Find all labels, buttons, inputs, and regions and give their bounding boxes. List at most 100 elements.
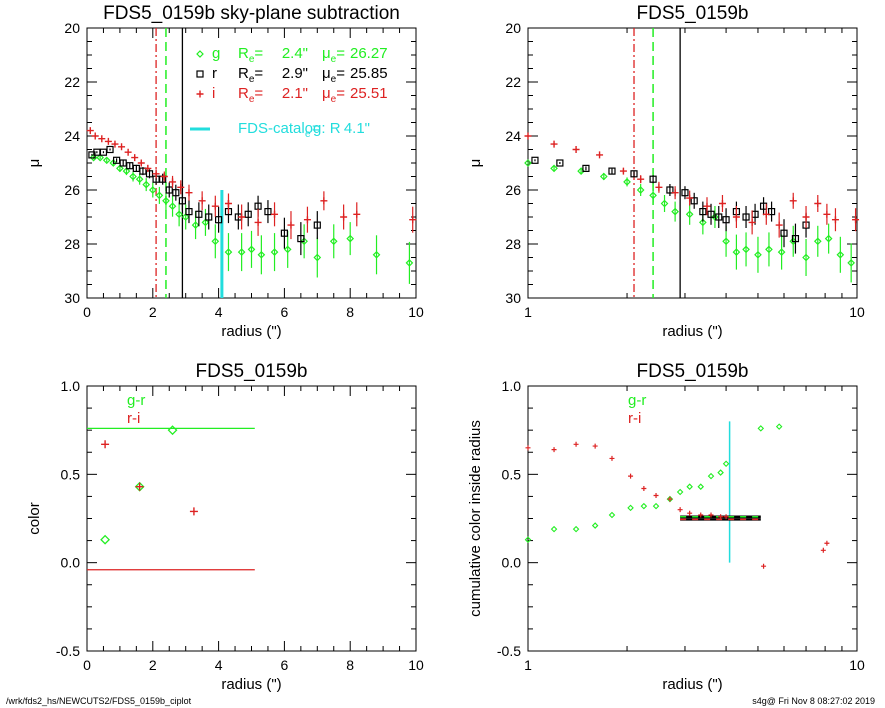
chart0-g-point-g bbox=[329, 237, 338, 246]
chart0-i-point-i bbox=[271, 210, 279, 218]
chart0-i-point-i bbox=[409, 216, 417, 224]
chart1-g-point-g bbox=[599, 172, 608, 181]
chart1-r-point-r bbox=[699, 208, 707, 216]
chart1-i-point-i bbox=[732, 213, 740, 221]
chart0-legend-re-value: 2.9" bbox=[282, 65, 308, 82]
chart0-i-point-i bbox=[177, 183, 185, 191]
chart2-xtick-label: 4 bbox=[215, 657, 223, 673]
chart1-g-point-g bbox=[649, 191, 657, 200]
chart0-legend-catalog-eq: = bbox=[312, 120, 321, 137]
chart0-legend-mu-symbol: μe= bbox=[322, 45, 345, 65]
chart3-point-g-r bbox=[524, 536, 532, 543]
chart1-i-point-i bbox=[748, 218, 756, 226]
chart0-i-point-i bbox=[238, 213, 246, 221]
chart0-legend-re-symbol: Re= bbox=[238, 65, 263, 85]
chart3-legend-g-r: g-r bbox=[628, 392, 646, 409]
chart3-point-g-r bbox=[775, 423, 783, 430]
chart0-legend-band: g bbox=[212, 45, 220, 62]
chart1-g-point-g bbox=[732, 248, 741, 256]
chart2-point-r-i bbox=[189, 507, 198, 516]
chart3-point-g-r bbox=[572, 525, 580, 533]
chart1-i-point-i bbox=[550, 140, 558, 148]
chart0-i-point-i bbox=[340, 213, 348, 221]
chart1-r-point-r bbox=[649, 175, 657, 183]
chart0-i-point-i bbox=[144, 164, 152, 172]
chart0-xtick-label: 8 bbox=[346, 304, 354, 320]
chart3-point-r-i bbox=[551, 447, 557, 453]
chart1-r-point-r bbox=[531, 156, 539, 164]
chart1-title: FDS5_0159b bbox=[637, 3, 749, 24]
chart3-point-r-i bbox=[525, 445, 531, 451]
chart1-r-point-r bbox=[791, 235, 800, 243]
chart0-i-point-i bbox=[160, 173, 168, 180]
chart3-point-r-i bbox=[723, 514, 729, 520]
chart3-title: FDS5_0159b bbox=[637, 361, 749, 382]
chart0-r-point-r bbox=[280, 229, 288, 237]
chart0-i-point-i bbox=[169, 178, 177, 186]
chart0-legend-catalog-label: FDS-catalog: R bbox=[238, 120, 341, 137]
chart0-g-point-g bbox=[122, 167, 131, 175]
chart1-i-point-i bbox=[814, 200, 822, 207]
chart1-r-point-r bbox=[722, 216, 730, 224]
chart0-title: FDS5_0159b sky-plane subtraction bbox=[103, 3, 400, 24]
chart0-legend-mu-value: 26.27 bbox=[350, 45, 388, 62]
chart0-r-point-r bbox=[264, 208, 272, 216]
chart1-g-point-g bbox=[754, 250, 762, 259]
chart0-g-point-g bbox=[237, 248, 246, 256]
chart0-legend-mu-symbol: μe= bbox=[322, 85, 345, 105]
chart1-ytick-label: 30 bbox=[505, 290, 521, 306]
chart0-i-point-i bbox=[124, 148, 132, 156]
chart0-i-point-i bbox=[111, 140, 119, 148]
chart2-ytick-label: -0.5 bbox=[56, 643, 80, 659]
chart3-xlabel: radius (") bbox=[662, 676, 722, 693]
chart1-r-point-r bbox=[630, 170, 638, 178]
chart0-xtick-label: 2 bbox=[149, 304, 157, 320]
chart0-g-point-g bbox=[224, 248, 233, 256]
chart2-point-r-i bbox=[101, 440, 110, 449]
chart3-point-g-r bbox=[608, 511, 616, 519]
chart1-xtick-label: 10 bbox=[849, 304, 865, 320]
chart3-point-r-i bbox=[708, 512, 714, 518]
chart2-ytick-label: 0.0 bbox=[61, 555, 81, 571]
chart1-r-point-r bbox=[666, 186, 674, 194]
chart2-title: FDS5_0159b bbox=[196, 361, 308, 382]
chart3-point-r-i bbox=[573, 441, 579, 447]
chart1-i-point-i bbox=[655, 183, 663, 191]
chart3-legend-r-i: r-i bbox=[628, 410, 641, 427]
chart2-point-g-r bbox=[100, 534, 111, 545]
chart0-xtick-label: 0 bbox=[83, 304, 91, 320]
chart0-g-point-g bbox=[181, 213, 190, 221]
chart0-legend-g-point-g bbox=[196, 50, 204, 58]
chart0-ytick-label: 30 bbox=[64, 290, 80, 306]
chart2-xtick-label: 10 bbox=[408, 657, 424, 673]
chart1-xtick-label: 1 bbox=[524, 304, 532, 320]
chart0-g-point-g bbox=[201, 218, 210, 227]
chart3-point-g-r bbox=[627, 504, 634, 512]
chart1-g-point-g bbox=[685, 210, 694, 219]
chart1-g-point-g bbox=[802, 253, 810, 262]
chart1-i-point-i bbox=[718, 200, 726, 207]
chart0-g-point-g bbox=[405, 259, 414, 267]
chart0-g-point-g bbox=[142, 180, 151, 189]
chart0-i-point-i bbox=[303, 216, 311, 224]
chart0-r-point-r bbox=[106, 145, 114, 154]
chart1-g-point-g bbox=[742, 245, 750, 254]
chart1-g-point-g bbox=[711, 213, 719, 221]
chart0-r-point-r bbox=[244, 210, 252, 218]
chart0-i-point-i bbox=[152, 170, 160, 178]
chart1-r-point-r bbox=[767, 208, 776, 216]
chart0-g-point-g bbox=[346, 234, 355, 243]
chart0-g-point-g bbox=[211, 237, 220, 246]
chart3-ytick-label: 0.5 bbox=[502, 466, 522, 482]
chart0-g-point-g bbox=[247, 245, 256, 254]
chart1-g-point-g bbox=[699, 218, 707, 227]
chart0-g-point-g bbox=[300, 237, 308, 246]
chart0-r-point-r bbox=[178, 197, 187, 205]
chart3-point-g-r bbox=[640, 502, 648, 510]
chart2-legend-r-i: r-i bbox=[127, 410, 140, 427]
chart0-g-point-g bbox=[102, 156, 111, 165]
chart2-xtick-label: 0 bbox=[83, 657, 91, 673]
chart1-r-point-r bbox=[780, 229, 788, 237]
chart2-point-r-i bbox=[135, 482, 144, 491]
